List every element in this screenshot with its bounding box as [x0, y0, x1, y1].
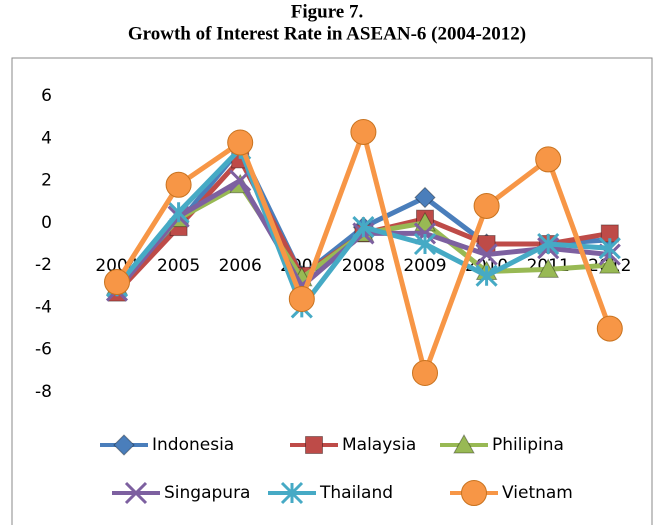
- marker: [229, 169, 252, 192]
- marker: [165, 171, 192, 198]
- legend-label: Singapura: [164, 483, 250, 503]
- marker: [453, 433, 475, 454]
- marker: [598, 237, 621, 260]
- x-tick-label: 2006: [219, 256, 262, 276]
- marker: [537, 258, 560, 278]
- marker: [124, 481, 148, 505]
- marker: [350, 118, 377, 145]
- legend-label: Indonesia: [152, 435, 234, 455]
- marker: [288, 285, 315, 312]
- y-tick-label: -8: [35, 382, 52, 402]
- marker: [596, 315, 623, 342]
- marker: [414, 186, 436, 209]
- y-tick-label: -4: [35, 297, 52, 317]
- legend-label: Thailand: [319, 483, 393, 503]
- marker: [104, 269, 130, 296]
- marker: [113, 434, 135, 456]
- marker: [413, 232, 437, 256]
- legend-label: Vietnam: [502, 483, 573, 503]
- y-tick-label: 0: [41, 213, 52, 233]
- y-tick-label: 6: [41, 86, 52, 106]
- x-tick-label: 2009: [403, 256, 446, 276]
- marker: [167, 201, 190, 224]
- y-tick-label: -2: [35, 255, 52, 275]
- y-tick-label: 2: [41, 171, 52, 191]
- marker: [535, 146, 562, 173]
- legend-label: Malaysia: [342, 435, 416, 455]
- y-tick-label: 4: [41, 128, 52, 148]
- x-tick-label: 2008: [342, 256, 385, 276]
- chart-subtitle: Growth of Interest Rate in ASEAN-6 (2004…: [128, 23, 526, 44]
- series: [104, 118, 623, 386]
- marker: [475, 243, 498, 266]
- marker: [412, 359, 438, 386]
- marker: [461, 480, 487, 506]
- marker: [280, 481, 304, 505]
- marker: [352, 216, 375, 239]
- y-tick-label: -6: [35, 340, 52, 360]
- chart-title: Figure 7.: [291, 1, 363, 22]
- x-tick-label: 2005: [157, 256, 200, 276]
- marker: [305, 436, 323, 454]
- marker: [598, 254, 621, 274]
- marker: [227, 129, 254, 156]
- marker: [473, 192, 500, 219]
- marker: [475, 264, 498, 287]
- marker: [537, 232, 560, 256]
- legend-label: Philipina: [492, 435, 564, 455]
